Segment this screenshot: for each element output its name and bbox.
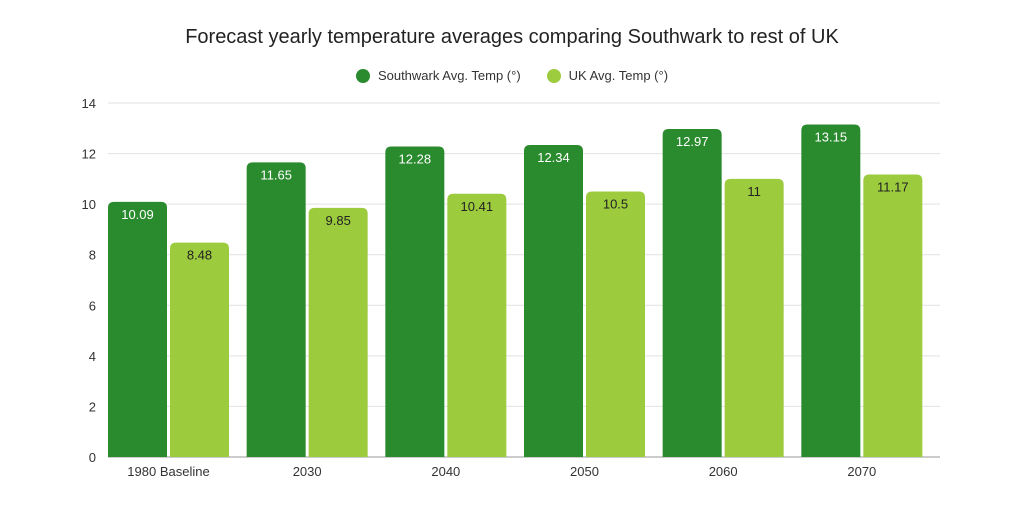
data-label: 10.41 <box>461 199 494 214</box>
bar <box>724 178 784 457</box>
data-label: 13.15 <box>815 129 848 144</box>
y-tick-label: 8 <box>89 248 96 263</box>
data-label: 10.09 <box>121 207 154 222</box>
data-label: 12.97 <box>676 134 709 149</box>
x-tick-label: 2030 <box>293 464 322 479</box>
data-label: 12.34 <box>537 150 570 165</box>
data-label: 9.85 <box>326 213 351 228</box>
y-tick-label: 10 <box>82 197 96 212</box>
x-tick-label: 2060 <box>709 464 738 479</box>
data-label: 11 <box>747 184 761 199</box>
bar <box>447 193 507 458</box>
data-label: 11.17 <box>877 180 909 195</box>
legend-item-uk[interactable]: UK Avg. Temp (°) <box>546 68 669 83</box>
data-label: 11.65 <box>260 167 292 182</box>
legend: Southwark Avg. Temp (°) UK Avg. Temp (°) <box>0 68 1024 83</box>
data-label: 8.48 <box>187 248 212 263</box>
bar <box>385 146 445 457</box>
bar <box>662 129 722 457</box>
bar <box>170 242 229 457</box>
bar <box>308 207 368 457</box>
y-tick-label: 2 <box>89 399 96 414</box>
bar <box>524 144 583 457</box>
legend-swatch <box>546 68 561 83</box>
bar <box>108 201 167 457</box>
x-tick-label: 2040 <box>431 464 460 479</box>
x-tick-label: 2050 <box>570 464 599 479</box>
data-label: 12.28 <box>399 151 432 166</box>
legend-item-southwark[interactable]: Southwark Avg. Temp (°) <box>355 68 521 83</box>
legend-swatch <box>355 68 370 83</box>
legend-label: UK Avg. Temp (°) <box>568 68 669 83</box>
y-tick-label: 6 <box>89 298 96 313</box>
chart-title: Forecast yearly temperature averages com… <box>185 26 839 48</box>
y-tick-label: 4 <box>89 349 96 364</box>
bar <box>586 191 645 457</box>
legend-label: Southwark Avg. Temp (°) <box>377 68 521 83</box>
data-label: 10.5 <box>603 197 628 212</box>
y-tick-label: 0 <box>89 450 96 465</box>
bar <box>863 174 923 457</box>
x-tick-label: 1980 Baseline <box>127 464 209 479</box>
y-tick-label: 14 <box>82 96 96 111</box>
y-tick-label: 12 <box>82 147 96 162</box>
x-tick-label: 2070 <box>847 464 876 479</box>
bar <box>246 162 306 457</box>
bar <box>801 124 861 457</box>
